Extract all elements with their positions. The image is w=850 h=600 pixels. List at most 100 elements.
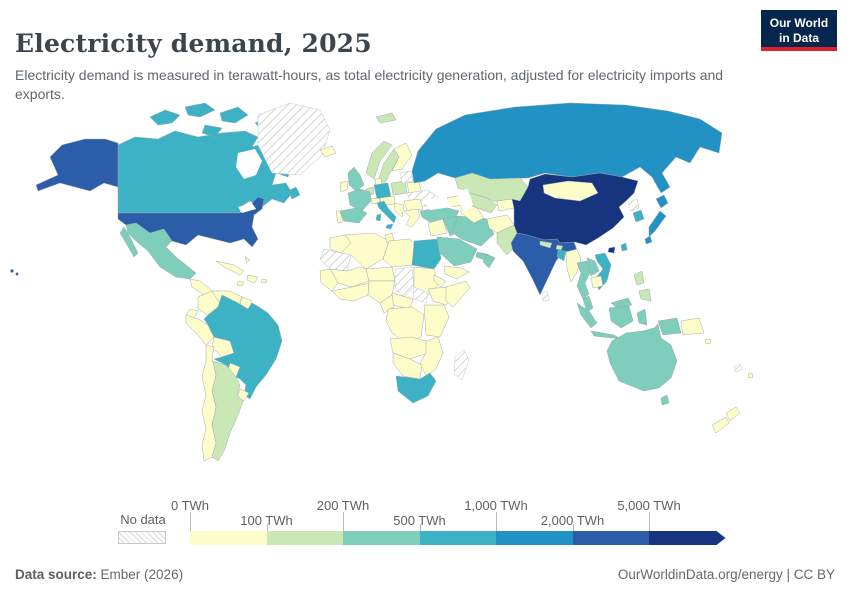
country-united-kingdom[interactable] — [347, 166, 365, 192]
country-bulgaria-greece[interactable] — [403, 208, 421, 228]
country-oman[interactable] — [482, 253, 496, 269]
country-ireland[interactable] — [339, 180, 349, 193]
country-indonesia-papua[interactable] — [657, 317, 682, 336]
country-australia-tasmania[interactable] — [660, 394, 670, 406]
legend-no-data-swatch[interactable] — [118, 531, 166, 544]
country-peru[interactable] — [185, 314, 215, 346]
country-iceland[interactable] — [319, 145, 337, 158]
country-chad[interactable] — [394, 266, 415, 298]
sea-caspian — [458, 189, 473, 212]
country-nepal[interactable] — [539, 240, 553, 249]
country-usa-hawaii-2[interactable] — [15, 272, 19, 276]
country-svalbard[interactable] — [375, 112, 397, 124]
country-finland[interactable] — [391, 142, 413, 172]
country-levant[interactable] — [427, 218, 448, 237]
country-senegal-guinea[interactable] — [319, 268, 339, 292]
country-mexico[interactable] — [125, 222, 197, 280]
legend-label-100: 100 TWh — [240, 513, 293, 528]
country-indonesia-sulawesi[interactable] — [636, 308, 648, 326]
country-new-zealand-south[interactable] — [711, 416, 730, 434]
country-madagascar[interactable] — [453, 349, 470, 381]
country-new-zealand-north[interactable] — [725, 406, 741, 422]
country-australia[interactable] — [606, 323, 678, 392]
country-usa-alaska[interactable] — [35, 138, 119, 192]
country-egypt[interactable] — [411, 238, 442, 270]
country-baltic-states[interactable] — [399, 170, 414, 184]
legend-swatch-500-1000[interactable] — [419, 531, 496, 545]
country-philippines-mindanao[interactable] — [638, 288, 652, 302]
country-romania[interactable] — [403, 198, 424, 212]
country-bahamas[interactable] — [244, 256, 251, 264]
country-myanmar[interactable] — [565, 248, 582, 283]
country-italy-sicily[interactable] — [385, 223, 394, 230]
country-greenland[interactable] — [257, 102, 331, 176]
country-cameroon[interactable] — [379, 294, 395, 314]
country-spain[interactable] — [339, 207, 368, 224]
country-indonesia-sumatra[interactable] — [576, 302, 598, 329]
legend-swatch-5000-plus[interactable] — [649, 531, 726, 545]
country-indonesia-java[interactable] — [590, 330, 622, 340]
country-canada-arctic-2[interactable] — [184, 102, 216, 118]
country-japan-hokkaido[interactable] — [655, 194, 669, 209]
country-taiwan[interactable] — [620, 242, 628, 252]
country-france[interactable] — [347, 188, 372, 212]
country-east-africa[interactable] — [423, 304, 450, 338]
legend-swatch-2000-5000[interactable] — [572, 531, 649, 545]
country-yemen[interactable] — [443, 265, 470, 280]
owid-logo[interactable]: Our World in Data — [761, 10, 837, 51]
country-japan-kyushu[interactable] — [644, 235, 653, 245]
country-japan-honshu[interactable] — [648, 210, 667, 238]
country-canada-arctic-3[interactable] — [219, 106, 249, 124]
country-brazil[interactable] — [203, 294, 283, 400]
country-chile[interactable] — [201, 344, 217, 462]
country-balkans[interactable] — [393, 202, 405, 218]
legend-swatch-0-100[interactable] — [190, 531, 267, 545]
legend-swatch-200-500[interactable] — [343, 531, 420, 545]
country-malaysia-borneo[interactable] — [610, 297, 633, 309]
country-mozambique-zimbabwe[interactable] — [419, 336, 444, 377]
country-somalia[interactable] — [445, 280, 471, 308]
country-south-africa[interactable] — [395, 372, 437, 404]
country-poland[interactable] — [390, 180, 408, 196]
country-china-hainan[interactable] — [607, 246, 616, 254]
country-cambodia[interactable] — [590, 275, 604, 289]
legend-swatch-100-200[interactable] — [266, 531, 343, 545]
legend-tick-100 — [266, 524, 268, 531]
country-malaysia[interactable] — [582, 295, 594, 313]
sea-hudson-bay — [236, 149, 262, 179]
country-south-sudan[interactable] — [412, 286, 429, 304]
country-portugal[interactable] — [335, 210, 344, 224]
country-canada-arctic-1[interactable] — [149, 109, 181, 126]
country-usa-hawaii-1[interactable] — [10, 269, 14, 273]
country-bhutan[interactable] — [555, 244, 564, 251]
country-mongolia[interactable] — [542, 180, 599, 202]
country-new-caledonia[interactable] — [733, 363, 743, 373]
country-laos[interactable] — [586, 257, 600, 277]
country-eritrea-djibouti[interactable] — [433, 274, 447, 288]
country-jamaica[interactable] — [236, 280, 245, 287]
legend-swatch-1000-2000[interactable] — [496, 531, 573, 545]
country-cuba[interactable] — [215, 260, 245, 276]
country-papua-new-guinea[interactable] — [680, 317, 705, 336]
country-niger[interactable] — [365, 266, 396, 282]
country-fiji[interactable] — [747, 372, 754, 379]
country-south-korea[interactable] — [632, 209, 645, 223]
country-north-korea[interactable] — [627, 198, 640, 212]
country-norway[interactable] — [365, 140, 393, 180]
country-italy-sardinia[interactable] — [375, 213, 382, 222]
owid-url-license-link[interactable]: OurWorldinData.org/energy | CC BY — [617, 567, 835, 582]
country-hispaniola[interactable] — [246, 274, 259, 284]
country-sri-lanka[interactable] — [541, 290, 550, 302]
country-mexico-baja[interactable] — [119, 226, 139, 258]
country-philippines-luzon[interactable] — [633, 270, 645, 286]
country-canada-arctic-5[interactable] — [201, 124, 223, 138]
country-bangladesh[interactable] — [556, 249, 567, 262]
country-italy[interactable] — [376, 200, 397, 224]
country-indonesia-kalimantan[interactable] — [608, 305, 634, 329]
country-kyrgyzstan-tajikistan[interactable] — [496, 198, 515, 212]
page-title: Electricity demand, 2025 — [15, 28, 372, 58]
country-saudi-arabia[interactable] — [436, 236, 478, 267]
country-puerto-rico[interactable] — [260, 278, 268, 284]
country-solomon-islands[interactable] — [704, 338, 712, 345]
country-canada-newfoundland[interactable] — [287, 186, 301, 200]
